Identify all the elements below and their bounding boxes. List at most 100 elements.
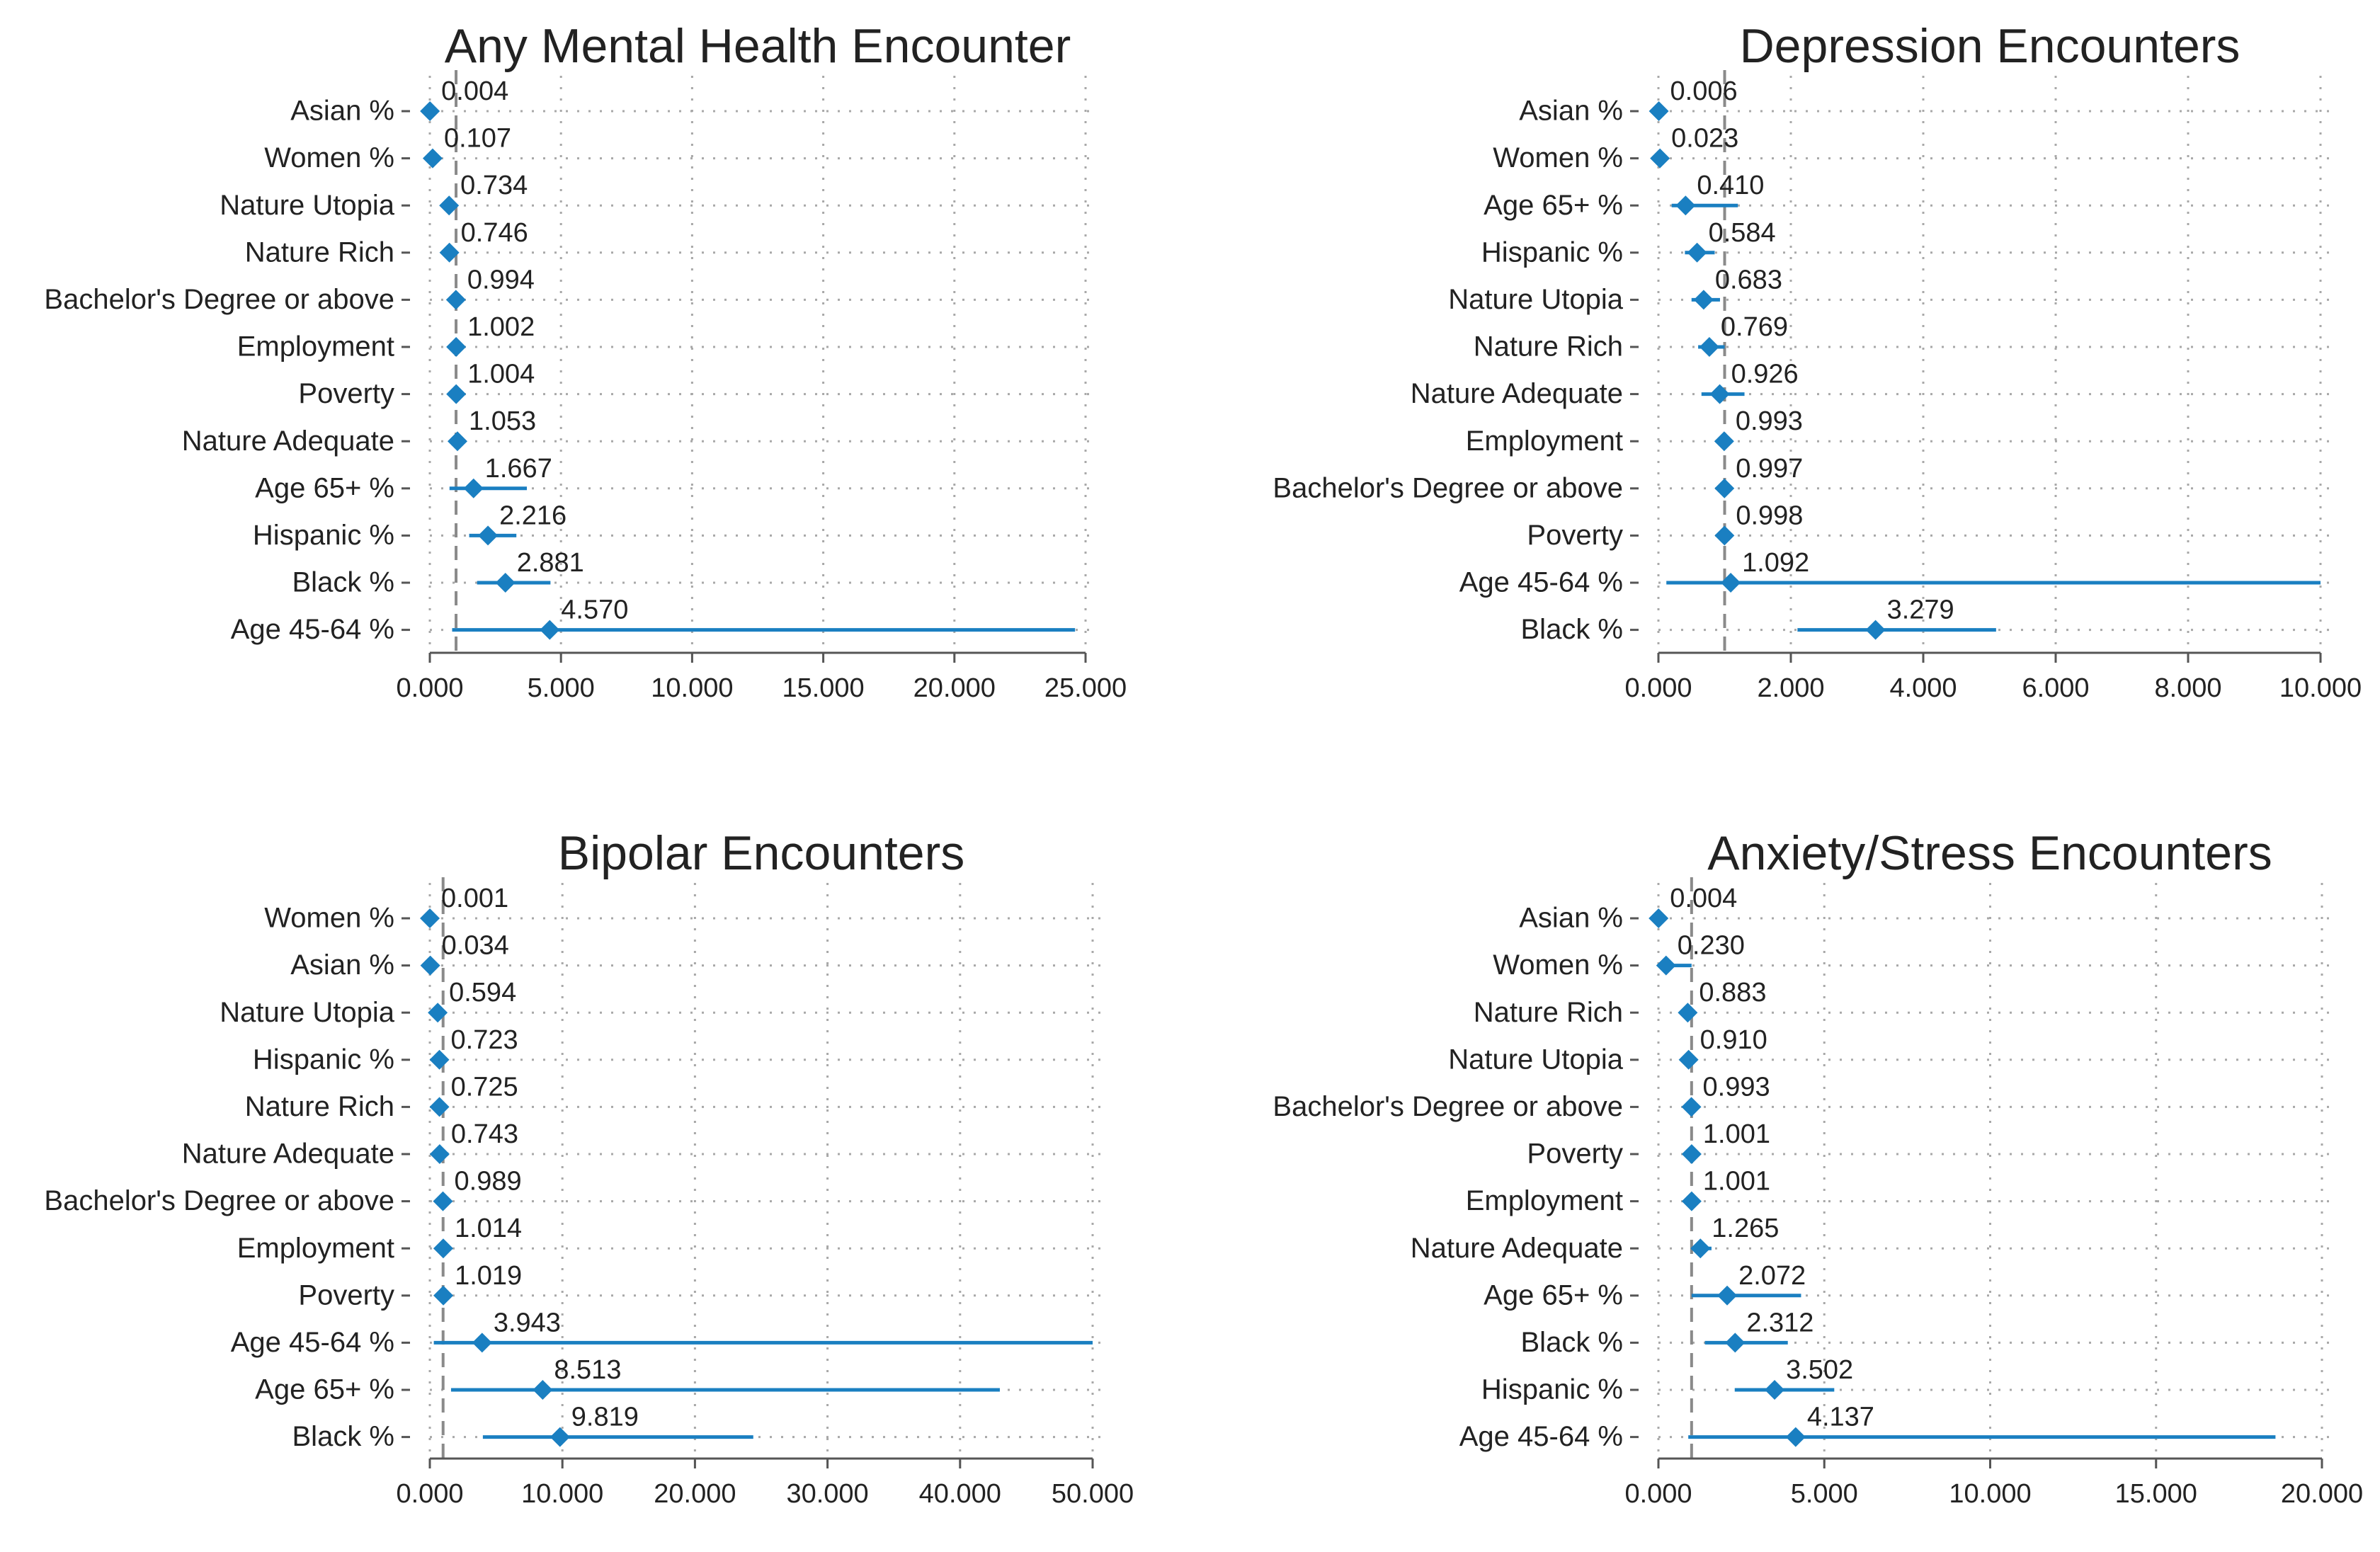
forest-row: Women % 0.001	[264, 884, 508, 934]
category-label: Asian %	[290, 96, 394, 127]
category-label: Bachelor's Degree or above	[1272, 472, 1623, 503]
value-label: 0.023	[1671, 124, 1738, 154]
forest-row: Employment 1.002	[237, 312, 535, 363]
x-tick-label: 50.000	[1052, 1479, 1134, 1509]
value-label: 0.584	[1709, 218, 1776, 248]
point-estimate-marker	[429, 1144, 450, 1164]
point-estimate-marker	[1650, 148, 1670, 169]
value-label: 0.004	[1670, 884, 1737, 913]
x-tick-label: 6.000	[2022, 673, 2089, 703]
forest-row: Employment 1.014	[237, 1214, 522, 1264]
x-tick-label: 0.000	[1624, 1479, 1692, 1509]
x-tick-label: 8.000	[2154, 673, 2221, 703]
value-label: 8.513	[554, 1355, 621, 1385]
forest-row: Nature Rich 0.769	[1474, 312, 1788, 363]
panel-title: Bipolar Encounters	[558, 826, 965, 880]
value-label: 0.926	[1731, 360, 1799, 389]
value-label: 2.216	[499, 501, 566, 530]
point-estimate-marker	[1681, 1191, 1702, 1211]
category-label: Age 45-64 %	[231, 614, 394, 645]
category-label: Employment	[237, 1233, 394, 1264]
value-label: 0.594	[449, 978, 516, 1008]
forest-row: Asian % 0.004	[1519, 884, 1737, 934]
forest-row: Age 45-64 % 3.943	[231, 1308, 1093, 1358]
forest-row: Nature Rich 0.746	[245, 218, 528, 268]
point-estimate-marker	[478, 525, 499, 546]
forest-row: Black % 9.819	[292, 1403, 753, 1452]
value-label: 3.943	[494, 1308, 561, 1337]
point-estimate-marker	[1656, 955, 1676, 976]
point-estimate-marker	[1714, 431, 1734, 452]
x-tick-label: 0.000	[396, 673, 463, 703]
point-estimate-marker	[1678, 1049, 1699, 1070]
category-label: Black %	[292, 1421, 395, 1452]
x-tick-label: 40.000	[919, 1479, 1001, 1509]
point-estimate-marker	[1725, 1333, 1746, 1353]
point-estimate-marker	[439, 242, 460, 263]
x-tick-label: 20.000	[654, 1479, 736, 1509]
category-label: Nature Rich	[1474, 997, 1623, 1028]
point-estimate-marker	[1681, 1097, 1702, 1117]
forest-row: Nature Adequate 1.265	[1411, 1214, 1780, 1264]
point-estimate-marker	[420, 908, 440, 928]
forest-row: Hispanic % 2.216	[253, 501, 566, 551]
category-label: Hispanic %	[253, 1044, 394, 1075]
x-tick-label: 20.000	[2281, 1479, 2363, 1509]
value-label: 0.725	[451, 1072, 518, 1102]
point-estimate-marker	[1717, 1285, 1738, 1306]
category-label: Employment	[1466, 1185, 1623, 1216]
point-estimate-marker	[1714, 525, 1735, 546]
x-tick-label: 30.000	[786, 1479, 868, 1509]
category-label: Women %	[264, 903, 394, 934]
value-label: 1.001	[1703, 1167, 1770, 1197]
category-label: Hispanic %	[1481, 1374, 1623, 1405]
x-tick-label: 2.000	[1757, 673, 1824, 703]
value-label: 1.667	[485, 454, 552, 484]
point-estimate-marker	[433, 1285, 454, 1306]
value-label: 2.881	[517, 548, 584, 578]
value-label: 2.072	[1738, 1261, 1806, 1291]
forest-row: Poverty 0.998	[1527, 501, 1803, 551]
forest-panel-4: Anxiety/Stress Encounters Asian % 0.004 Wom…	[1272, 826, 2363, 1509]
forest-row: Age 65+ % 0.410	[1484, 171, 1764, 221]
forest-panel-1: Any Mental Health Encounter Asian % 0.004 W…	[44, 19, 1127, 703]
forest-row: Nature Utopia 0.594	[220, 978, 516, 1028]
category-label: Bachelor's Degree or above	[1272, 1091, 1623, 1122]
category-label: Age 65+ %	[255, 1374, 394, 1405]
value-label: 4.570	[561, 595, 628, 625]
x-tick-label: 20.000	[913, 673, 996, 703]
category-label: Nature Rich	[245, 236, 394, 268]
forest-row: Black % 2.881	[292, 548, 584, 598]
forest-row: Age 65+ % 8.513	[255, 1355, 1000, 1405]
x-tick-label: 15.000	[2115, 1479, 2197, 1509]
point-estimate-marker	[463, 478, 484, 498]
forest-row: Hispanic % 0.723	[253, 1025, 518, 1075]
value-label: 1.014	[455, 1214, 522, 1243]
value-label: 0.004	[441, 76, 508, 106]
value-label: 0.743	[451, 1119, 518, 1149]
value-label: 1.004	[467, 360, 535, 389]
category-label: Black %	[292, 567, 395, 598]
category-label: Nature Adequate	[182, 1139, 394, 1170]
x-tick-label: 25.000	[1044, 673, 1127, 703]
value-label: 0.746	[461, 218, 528, 248]
category-label: Nature Utopia	[220, 997, 395, 1028]
category-label: Black %	[1521, 1327, 1624, 1358]
forest-row: Women % 0.230	[1493, 931, 1745, 981]
category-label: Nature Utopia	[1448, 1044, 1624, 1075]
forest-row: Age 65+ % 2.072	[1484, 1261, 1806, 1311]
forest-row: Nature Adequate 0.743	[182, 1119, 518, 1170]
value-label: 1.019	[455, 1261, 522, 1291]
value-label: 0.683	[1715, 265, 1782, 295]
value-label: 0.410	[1697, 171, 1764, 200]
forest-row: Nature Adequate 1.053	[182, 406, 536, 457]
forest-row: Women % 0.023	[1493, 124, 1738, 174]
value-label: 0.107	[444, 124, 511, 154]
panel-title: Depression Encounters	[1740, 19, 2240, 73]
forest-row: Asian % 0.034	[290, 931, 508, 981]
forest-row: Asian % 0.006	[1519, 76, 1737, 127]
category-label: Nature Adequate	[1411, 378, 1623, 409]
x-tick-label: 5.000	[1791, 1479, 1858, 1509]
x-tick-label: 10.000	[651, 673, 733, 703]
